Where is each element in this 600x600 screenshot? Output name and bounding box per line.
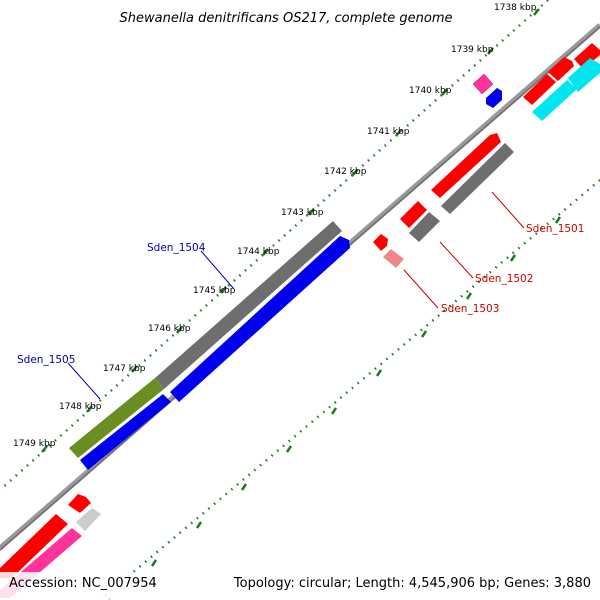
ruler-major-ticks-lower bbox=[107, 216, 562, 600]
sden-1501-gray[interactable] bbox=[441, 143, 514, 214]
accession-text: Accession: NC_007954 bbox=[9, 576, 157, 591]
sden-1505-olive[interactable] bbox=[69, 378, 164, 458]
sden-1502-cds[interactable] bbox=[400, 201, 427, 228]
kbp-label-1742: 1742 kbp bbox=[324, 167, 367, 177]
label-sden-1504[interactable]: Sden_1504 bbox=[147, 242, 206, 254]
sden-1502-gray[interactable] bbox=[409, 212, 440, 242]
ruler-labels: 1738 kbp 1739 kbp 1740 kbp 1741 kbp 1742… bbox=[13, 3, 537, 449]
sden-1504-blue[interactable] bbox=[170, 236, 350, 402]
kbp-label-1749: 1749 kbp bbox=[13, 439, 56, 449]
kbp-label-1747: 1747 kbp bbox=[103, 364, 146, 374]
label-sden-1505[interactable]: Sden_1505 bbox=[17, 354, 75, 366]
sden-1503-light[interactable] bbox=[383, 249, 404, 268]
kbp-label-1741: 1741 kbp bbox=[367, 127, 410, 137]
feature-track-long bbox=[69, 221, 350, 470]
forward-cds-2[interactable] bbox=[548, 57, 574, 81]
sden-1503-cds[interactable] bbox=[373, 234, 388, 251]
kbp-label-1745: 1745 kbp bbox=[193, 286, 236, 296]
label-sden-1502[interactable]: Sden_1502 bbox=[475, 273, 533, 285]
kbp-label-1739: 1739 kbp bbox=[451, 45, 494, 55]
cyan-feature-2[interactable] bbox=[568, 58, 600, 92]
feature-track-upper-right bbox=[472, 43, 600, 121]
forward-cds-3[interactable] bbox=[574, 43, 600, 69]
kbp-label-1748: 1748 kbp bbox=[59, 402, 102, 412]
cyan-feature-1[interactable] bbox=[532, 80, 577, 121]
gene-callouts: Sden_1501 Sden_1502 Sden_1503 Sden_1504 … bbox=[17, 191, 584, 400]
label-sden-1501[interactable]: Sden_1501 bbox=[526, 223, 584, 235]
genome-summary-text: Topology: circular; Length: 4,545,906 bp… bbox=[233, 576, 591, 591]
feature-track-middle bbox=[373, 133, 514, 268]
light-gray-feature[interactable] bbox=[76, 508, 101, 531]
kbp-label-1738: 1738 kbp bbox=[494, 3, 537, 13]
forward-cds-lower-small[interactable] bbox=[68, 494, 91, 513]
sden-1504-gray[interactable] bbox=[155, 221, 342, 389]
forward-cds-1[interactable] bbox=[523, 74, 556, 105]
ruler-major-ticks-upper bbox=[41, 8, 540, 453]
kbp-label-1740: 1740 kbp bbox=[409, 86, 452, 96]
map-title: Shewanella denitrificans OS217, complete… bbox=[120, 11, 453, 26]
kbp-label-1743: 1743 kbp bbox=[281, 208, 324, 218]
pink-feature[interactable] bbox=[472, 73, 494, 95]
kbp-label-1744: 1744 kbp bbox=[237, 247, 280, 257]
forward-cds-lower-long[interactable] bbox=[0, 514, 68, 578]
sden-1505-blue[interactable] bbox=[80, 394, 171, 470]
kbp-label-1746: 1746 kbp bbox=[148, 324, 191, 334]
reverse-cds-small[interactable] bbox=[486, 88, 502, 108]
label-sden-1503[interactable]: Sden_1503 bbox=[441, 303, 499, 315]
sden-1501-cds[interactable] bbox=[431, 133, 501, 198]
